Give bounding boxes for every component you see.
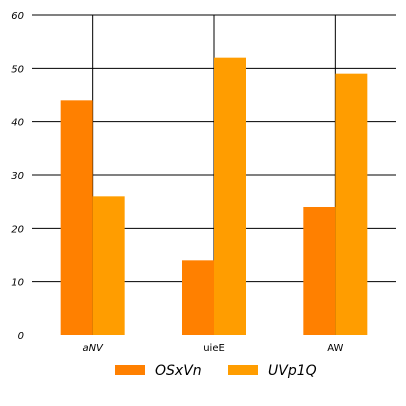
y-tick-label: 60: [11, 11, 24, 22]
y-tick-label: 40: [11, 118, 24, 129]
bar: [303, 207, 336, 335]
y-axis-ticks: 0 10 20 30 40 50 60: [11, 11, 24, 342]
y-tick-label: 20: [11, 224, 24, 235]
x-axis-ticks: aNV uieE AW: [82, 343, 343, 354]
legend-swatch: [228, 365, 258, 375]
legend-label: OSxVn: [155, 363, 202, 379]
x-tick-label: uieE: [203, 343, 225, 354]
x-tick-label: aNV: [82, 343, 104, 354]
bar: [214, 57, 246, 336]
y-tick-label: 0: [18, 331, 24, 342]
bar: [92, 196, 125, 335]
x-tick-label: AW: [327, 343, 343, 354]
y-tick-label: 30: [11, 171, 24, 182]
legend: OSxVn UVp1Q: [115, 363, 317, 379]
bar: [182, 260, 214, 335]
bar: [60, 100, 93, 335]
y-tick-label: 50: [11, 64, 24, 75]
y-tick-label: 10: [11, 278, 24, 289]
bar: [335, 73, 368, 336]
legend-swatch: [115, 365, 145, 375]
bars-group: [60, 57, 368, 336]
legend-label: UVp1Q: [268, 363, 317, 379]
